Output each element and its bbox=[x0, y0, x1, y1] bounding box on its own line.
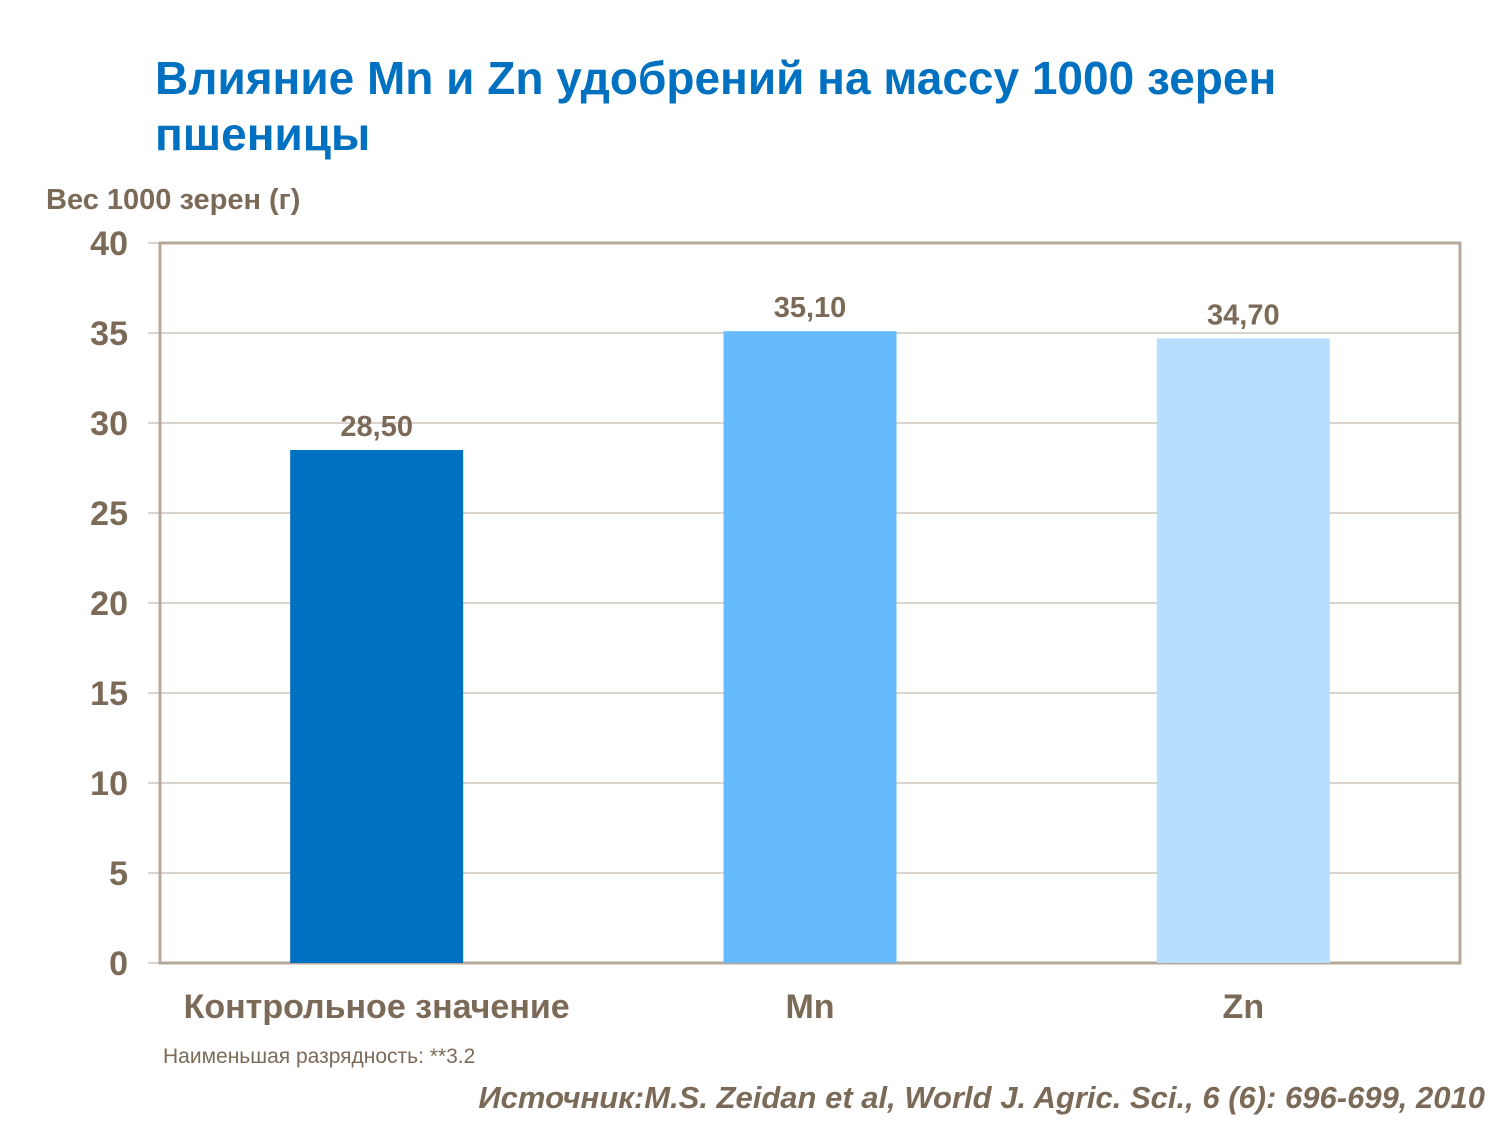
data-label: 35,10 bbox=[774, 292, 847, 324]
x-category-label: Zn bbox=[1223, 988, 1265, 1026]
y-tick-label: 40 bbox=[90, 225, 128, 263]
y-tick-label: 25 bbox=[90, 495, 128, 533]
chart-title: Влияние Mn и Zn удобрений на массу 1000 … bbox=[155, 52, 1277, 160]
y-tick-label: 15 bbox=[90, 675, 128, 713]
y-tick-label: 0 bbox=[109, 945, 128, 983]
x-category-label: Контрольное значение bbox=[184, 988, 570, 1026]
y-tick-label: 35 bbox=[90, 315, 128, 353]
data-label: 34,70 bbox=[1207, 299, 1280, 331]
y-tick-label: 30 bbox=[90, 405, 128, 443]
y-tick-label: 5 bbox=[109, 855, 128, 893]
x-category-label: Mn bbox=[785, 988, 834, 1026]
bar bbox=[723, 331, 897, 963]
bar bbox=[1156, 338, 1330, 963]
y-tick-label: 10 bbox=[90, 765, 128, 803]
data-label: 28,50 bbox=[340, 411, 413, 443]
y-tick-label: 20 bbox=[90, 585, 128, 623]
bar bbox=[290, 450, 464, 963]
source-citation: Источник:M.S. Zeidan et al, World J. Agr… bbox=[478, 1080, 1485, 1115]
y-axis-label: Вес 1000 зерен (г) bbox=[46, 184, 301, 216]
footnote: Наименьшая разрядность: **3.2 bbox=[163, 1045, 476, 1068]
